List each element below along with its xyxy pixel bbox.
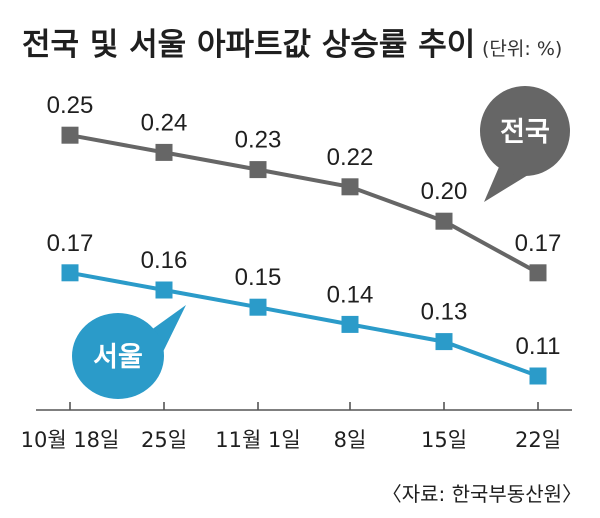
series-layer: 0.25 0.24 0.23 0.22 0.20 0.17 0.17 0.16 0.15 0.14…: [47, 92, 562, 385]
data-label: 0.25: [47, 92, 94, 119]
data-point-marker: [155, 143, 173, 161]
legend-label-nationwide: 전국: [500, 117, 550, 148]
data-label: 0.24: [141, 109, 188, 136]
series-line: [69, 133, 539, 275]
data-point-marker: [341, 315, 359, 333]
x-tick-label: 11월 1일: [215, 428, 300, 452]
data-label: 0.11: [516, 333, 561, 360]
data-label: 0.17: [515, 230, 562, 257]
data-label: 0.13: [421, 299, 468, 326]
data-label: 0.23: [235, 127, 282, 154]
x-tick-label: 22일: [515, 428, 561, 452]
series-nationwide: 0.25 0.24 0.23 0.22 0.20 0.17: [47, 92, 562, 282]
series-line: [69, 270, 539, 378]
x-tick-label: 25일: [141, 428, 187, 452]
x-tick-label: 15일: [421, 428, 467, 452]
x-tick-label: 8일: [334, 428, 367, 452]
data-point-marker: [435, 333, 453, 351]
chart-source: 〈자료: 한국부동산원〉: [382, 482, 582, 506]
data-label: 0.16: [141, 247, 188, 274]
data-label: 0.20: [421, 178, 468, 205]
data-label: 0.15: [235, 264, 282, 291]
legend-bubble-nationwide: 전국: [480, 86, 570, 202]
chart-unit: (단위: %): [482, 38, 562, 60]
data-point-marker: [341, 178, 359, 196]
legend-bubble-shape: [480, 86, 570, 176]
data-point-marker: [249, 161, 267, 179]
data-point-marker: [529, 264, 547, 282]
data-label: 0.22: [327, 144, 374, 171]
data-point-marker: [435, 212, 453, 230]
legend-bubble-shape: [72, 313, 164, 399]
x-ticks: 10월 18일 25일 11월 1일 8일 15일 22일: [21, 402, 561, 452]
legend-label-seoul: 서울: [93, 342, 143, 373]
legend-bubble-seoul: 서울: [72, 305, 186, 399]
data-point-marker: [249, 298, 267, 316]
data-label: 0.14: [327, 281, 374, 308]
x-tick-label: 10월 18일: [21, 428, 120, 452]
chart-title: 전국 및 서울 아파트값 상승률 추이: [22, 27, 475, 63]
data-point-marker: [529, 367, 547, 385]
series-seoul: 0.17 0.16 0.15 0.14 0.13 0.11: [47, 230, 561, 385]
data-point-marker: [61, 126, 79, 144]
data-point-marker: [155, 281, 173, 299]
data-point-marker: [61, 264, 79, 282]
data-label: 0.17: [47, 230, 94, 257]
